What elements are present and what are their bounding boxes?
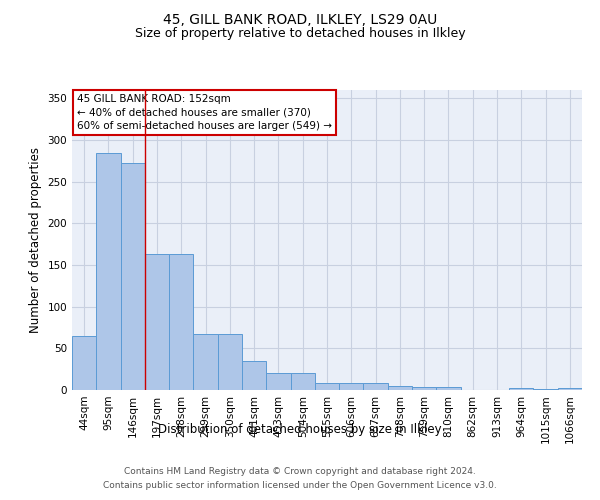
Bar <box>242 361 266 390</box>
Text: Distribution of detached houses by size in Ilkley: Distribution of detached houses by size … <box>158 422 442 436</box>
Text: Size of property relative to detached houses in Ilkley: Size of property relative to detached ho… <box>134 28 466 40</box>
Bar <box>266 374 290 390</box>
Text: Contains HM Land Registry data © Crown copyright and database right 2024.: Contains HM Land Registry data © Crown c… <box>124 468 476 476</box>
Bar <box>145 254 169 390</box>
Bar <box>315 384 339 390</box>
Bar <box>169 254 193 390</box>
Y-axis label: Number of detached properties: Number of detached properties <box>29 147 42 333</box>
Bar <box>436 386 461 390</box>
Bar <box>290 374 315 390</box>
Bar <box>558 388 582 390</box>
Bar <box>364 384 388 390</box>
Text: Contains public sector information licensed under the Open Government Licence v3: Contains public sector information licen… <box>103 481 497 490</box>
Bar <box>533 389 558 390</box>
Bar <box>412 386 436 390</box>
Bar <box>339 384 364 390</box>
Bar <box>509 388 533 390</box>
Bar <box>218 334 242 390</box>
Bar <box>193 334 218 390</box>
Bar <box>96 152 121 390</box>
Bar <box>121 164 145 390</box>
Text: 45 GILL BANK ROAD: 152sqm
← 40% of detached houses are smaller (370)
60% of semi: 45 GILL BANK ROAD: 152sqm ← 40% of detac… <box>77 94 332 131</box>
Text: 45, GILL BANK ROAD, ILKLEY, LS29 0AU: 45, GILL BANK ROAD, ILKLEY, LS29 0AU <box>163 12 437 26</box>
Bar <box>72 336 96 390</box>
Bar <box>388 386 412 390</box>
